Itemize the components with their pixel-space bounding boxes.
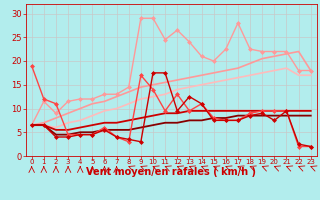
X-axis label: Vent moyen/en rafales ( km/h ): Vent moyen/en rafales ( km/h )	[86, 167, 256, 177]
